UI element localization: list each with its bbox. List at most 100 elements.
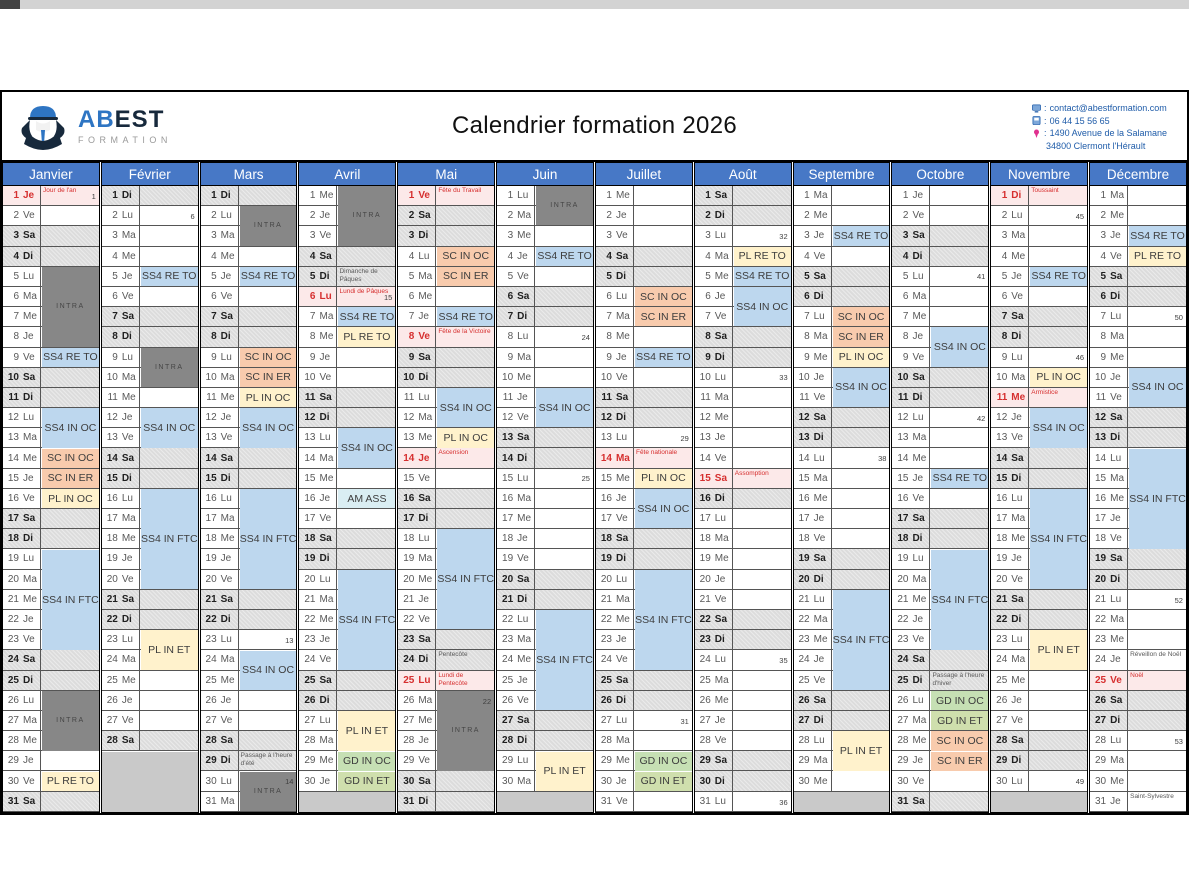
day-content-cell: [41, 469, 99, 488]
day-number-cell: 2 Ve: [892, 206, 931, 226]
weekday-abbrev: Lu: [714, 371, 726, 383]
day-content-cell: [535, 368, 593, 387]
weekday-abbrev: Ve: [714, 452, 727, 464]
day-row: 3 Je: [793, 226, 890, 247]
weekday-abbrev: Je: [714, 291, 726, 303]
day-number-cell: 1 Je: [892, 186, 931, 206]
weekday-abbrev: Ma: [912, 714, 927, 726]
weekday-abbrev: Di: [418, 230, 429, 242]
day-number: 6: [705, 291, 711, 303]
day-number: 23: [996, 634, 1008, 646]
day-number: 18: [106, 533, 118, 545]
day-content-cell: [1029, 448, 1087, 467]
weekday-abbrev: Ve: [517, 270, 529, 282]
day-number-cell: 12 Sa: [1090, 408, 1129, 428]
day-number: 25: [996, 674, 1008, 686]
day-number: 18: [403, 533, 415, 545]
day-row: 26 Di: [595, 690, 692, 711]
day-number: 20: [798, 573, 810, 585]
day-content-cell: [1029, 671, 1087, 690]
day-number-cell: 22 Je: [3, 609, 41, 630]
day-content-cell: [733, 630, 791, 649]
weekday-abbrev: Di: [1110, 714, 1121, 726]
weekday-abbrev: Ma: [517, 634, 532, 646]
weekday-abbrev: Ma: [1011, 654, 1026, 666]
day-number: 6: [211, 291, 217, 303]
day-number-cell: 21 Sa: [102, 589, 140, 609]
weekday-abbrev: Ve: [714, 593, 727, 605]
weekday-abbrev: Ma: [1011, 371, 1026, 383]
day-row: 29 Lu: [497, 751, 593, 772]
day-number-cell: 4 Je: [497, 246, 536, 266]
day-number-cell: 27 Lu: [299, 710, 338, 731]
day-number-cell: 5 Sa: [794, 266, 832, 286]
weekday-abbrev: Di: [319, 412, 330, 424]
day-number-cell: 24 Di: [398, 650, 437, 670]
day-number: 23: [798, 634, 810, 646]
day-number: 16: [996, 492, 1008, 504]
day-number: 14: [600, 452, 612, 464]
day-number-cell: 26 Je: [102, 690, 140, 710]
day-content-cell: [337, 691, 395, 710]
day-content-cell: [41, 327, 99, 346]
day-number: 26: [403, 694, 415, 706]
day-number-cell: 23 Lu: [102, 630, 140, 650]
day-number-cell: 19 Je: [102, 549, 140, 569]
day-number: 6: [1100, 291, 1107, 303]
weekday-abbrev: Ma: [714, 391, 729, 403]
day-number-cell: 11 Je: [497, 387, 536, 408]
month-column-janvier: Janvier 1 Je Jour de l'an 2 Ve 3 Sa 4 Di 5 Lu 6 Ma 7 Me…: [2, 162, 100, 814]
day-content-cell: [1029, 691, 1087, 710]
day-content-cell: [239, 590, 297, 609]
day-content-cell: [535, 691, 593, 710]
day-number-cell: 17 Sa: [892, 509, 931, 529]
day-number-cell: 1 Sa: [695, 186, 733, 206]
weekday-abbrev: Sa: [1110, 694, 1123, 706]
weekday-abbrev: Lu: [615, 291, 628, 303]
day-row: 26 Me: [694, 690, 791, 711]
month-days: 1 Di 2 Lu 3 Ma 4 Me 5 Je 6 Ve 7 Sa 8 Di 9 Lu 10 Ma 11 Me 12 Je 1…: [200, 186, 297, 812]
day-number-cell: 8 Me: [299, 327, 338, 347]
day-row: 12 Di: [595, 408, 692, 429]
day-content-cell: [634, 711, 692, 730]
day-content-cell: [140, 428, 198, 447]
day-number-cell: 27 Sa: [497, 710, 536, 731]
weekday-abbrev: Ma: [615, 311, 630, 323]
day-row: 20 Sa: [497, 569, 593, 590]
day-content-cell: [239, 650, 297, 669]
weekday-abbrev: Lu: [1110, 735, 1122, 747]
day-number: 30: [996, 775, 1008, 787]
day-content-cell: [41, 610, 99, 629]
day-number-cell: 8 Je: [892, 327, 931, 347]
day-number: 7: [1100, 311, 1107, 323]
weekday-abbrev: Sa: [813, 553, 826, 565]
day-row: 11 Sa: [299, 387, 396, 409]
day-number: 15: [996, 472, 1008, 484]
day-number: 15: [1094, 472, 1107, 484]
weekday-abbrev: Ve: [23, 634, 35, 646]
day-number-cell: 7 Sa: [102, 307, 140, 327]
day-content-cell: [634, 469, 692, 488]
day-content-cell: [436, 731, 494, 750]
day-number-cell: 13 Lu: [299, 428, 338, 448]
day-number-cell: 19 Lu: [3, 549, 41, 569]
day-content-cell: [337, 408, 395, 427]
day-row: 25 Ma: [694, 670, 791, 691]
day-number-cell: 11 Ma: [695, 387, 733, 408]
day-row: 15 Lu: [497, 468, 593, 489]
day-content-cell: [1029, 348, 1087, 367]
weekday-abbrev: Lu: [517, 614, 529, 626]
day-number: 3: [408, 230, 415, 242]
day-row: 17 Sa: [892, 509, 989, 530]
day-number-cell: 6 Me: [398, 286, 437, 307]
day-number-cell: 28 Ma: [596, 731, 634, 751]
day-number-cell: 18 Je: [497, 529, 536, 549]
day-number-cell: 16 Me: [1090, 488, 1129, 508]
day-row: 12 Ma: [398, 408, 495, 429]
day-number-cell: 24 Sa: [3, 650, 41, 670]
day-number-cell: 14 Ma: [596, 448, 634, 468]
worker-logo-icon: [21, 106, 65, 150]
day-number-cell: 7 Lu: [1090, 307, 1129, 327]
day-number: 20: [502, 573, 514, 585]
weekday-abbrev: Je: [517, 674, 528, 686]
